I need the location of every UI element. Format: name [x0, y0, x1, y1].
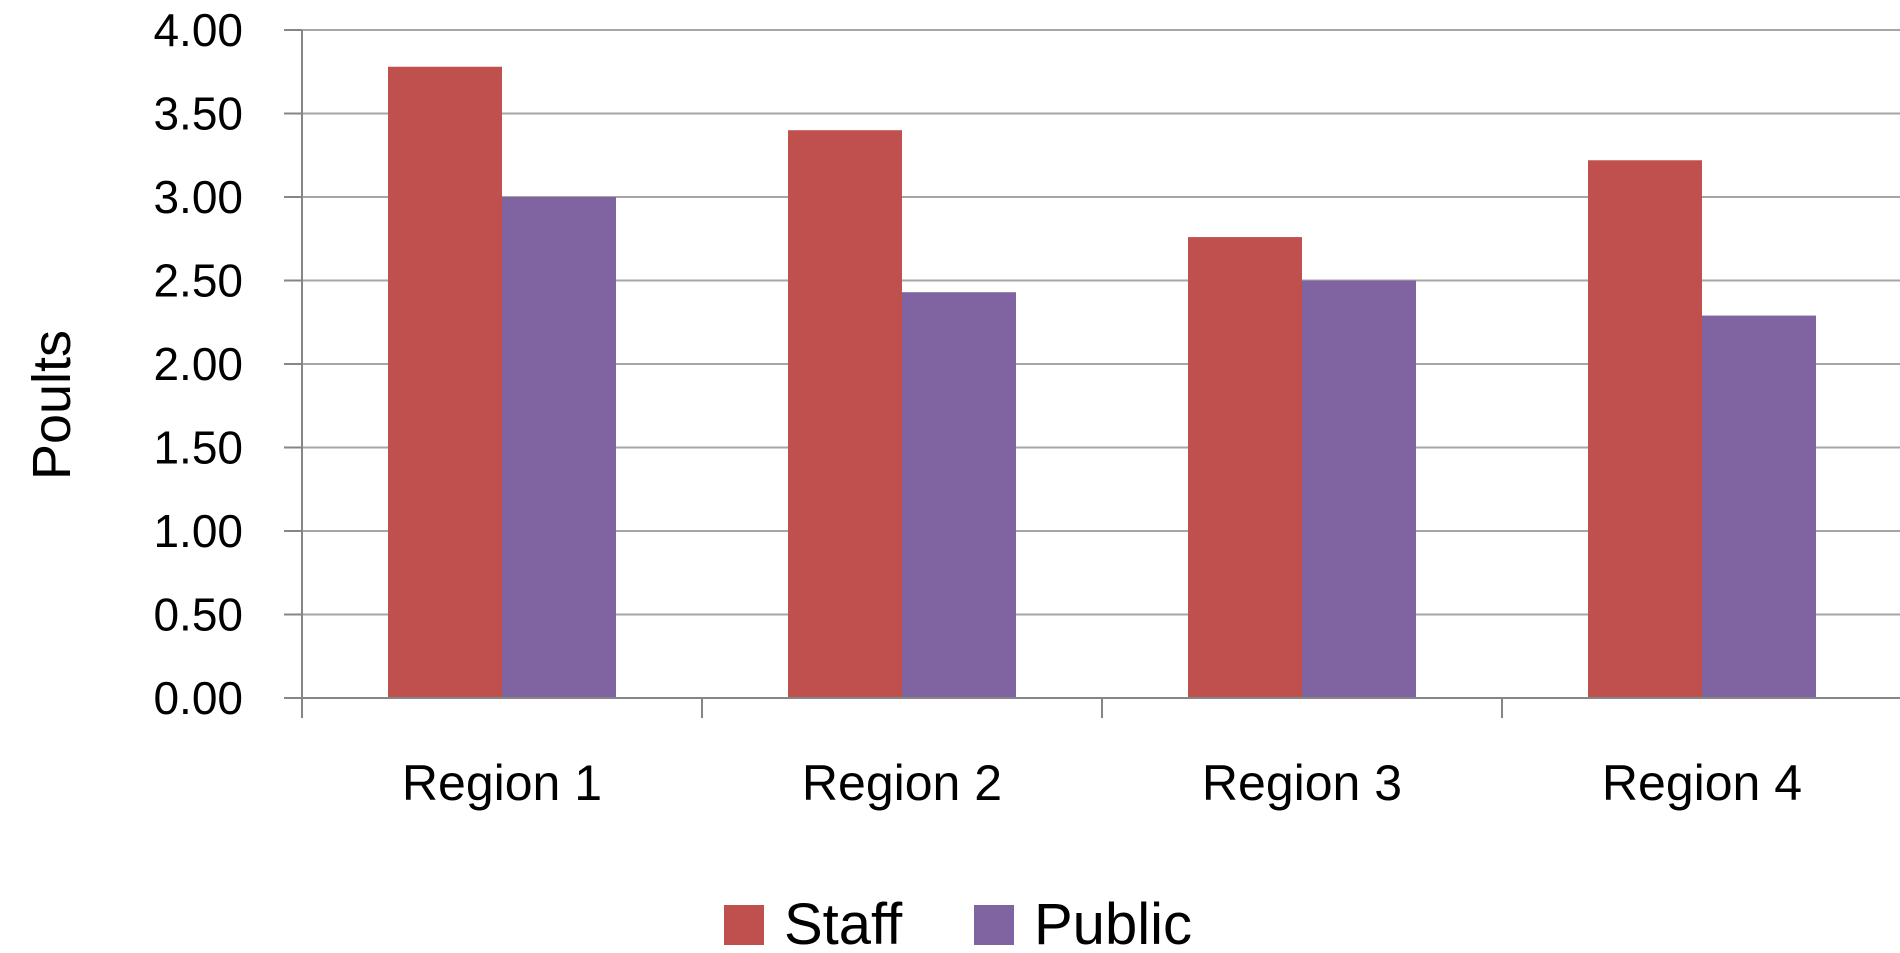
bar-staff-4 — [1588, 160, 1702, 698]
y-tick-label: 0.50 — [153, 589, 243, 641]
bar-public-3 — [1302, 280, 1416, 698]
x-category-label: Region 4 — [1602, 755, 1802, 811]
bar-public-1 — [502, 197, 616, 698]
bar-public-4 — [1702, 315, 1816, 698]
y-axis-title: Poults — [22, 330, 82, 480]
bar-staff-1 — [388, 66, 502, 699]
y-tick-label: 1.50 — [153, 422, 243, 474]
y-tick-label: 0.00 — [153, 672, 243, 724]
bar-staff-3 — [1188, 237, 1302, 698]
x-axis-category-labels: Region 1 Region 2 Region 3 Region 4 — [402, 755, 1802, 811]
y-tick-label: 4.00 — [153, 4, 243, 56]
bars — [388, 66, 1816, 699]
y-tick-label: 3.00 — [153, 171, 243, 223]
x-category-label: Region 1 — [402, 755, 602, 811]
legend: Staff Public — [724, 892, 1192, 953]
bar-public-2 — [902, 292, 1016, 698]
y-tick-label: 2.50 — [153, 255, 243, 307]
x-category-label: Region 3 — [1202, 755, 1402, 811]
legend-label-public: Public — [1034, 892, 1192, 953]
x-category-label: Region 2 — [802, 755, 1002, 811]
bar-staff-2 — [788, 130, 902, 698]
y-tick-label: 3.50 — [153, 88, 243, 140]
legend-label-staff: Staff — [784, 892, 903, 953]
legend-swatch-public — [974, 905, 1014, 945]
y-axis-tick-labels: 0.00 0.50 1.00 1.50 2.00 2.50 3.00 3.50 4.00 — [153, 4, 243, 724]
axes — [301, 30, 1900, 718]
legend-swatch-staff — [724, 905, 764, 945]
y-tick-label: 1.00 — [153, 505, 243, 557]
y-tick-label: 2.00 — [153, 338, 243, 390]
